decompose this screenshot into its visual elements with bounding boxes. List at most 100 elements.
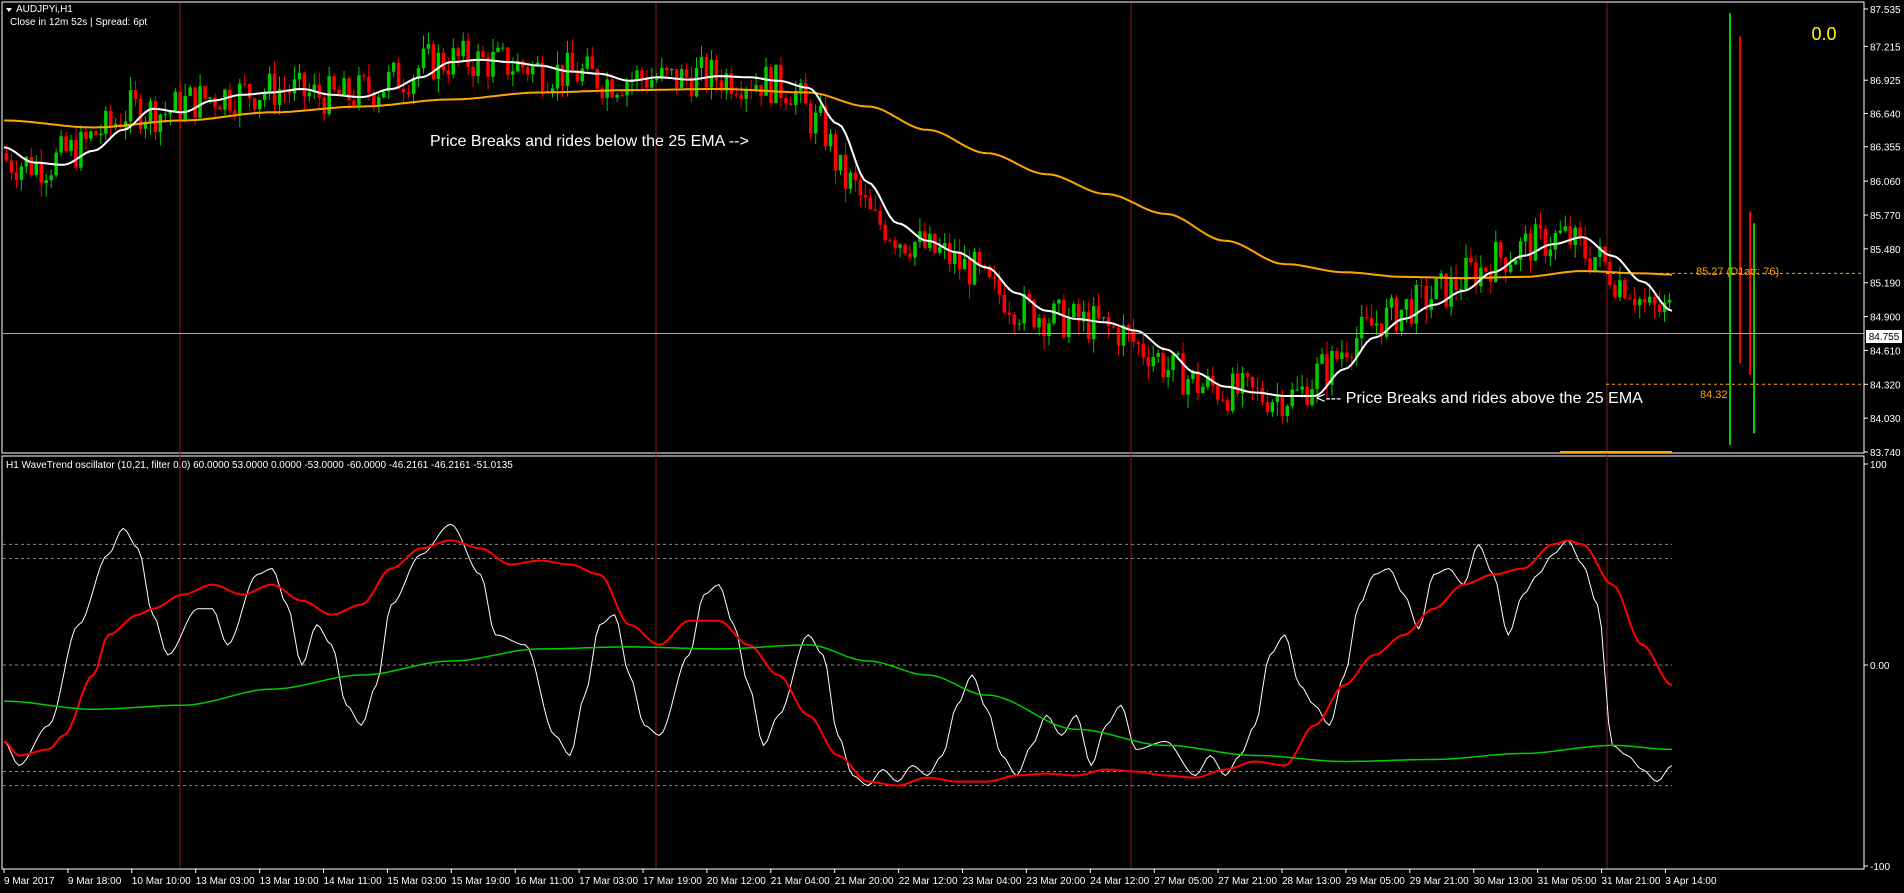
osc-tick-label: 0.00 [1870, 661, 1890, 672]
candle-body [1434, 278, 1438, 300]
candle-body [496, 47, 500, 52]
candle-body [1633, 298, 1637, 306]
price-tick-label: 84.900 [1870, 313, 1901, 324]
candle-body [1449, 276, 1453, 307]
price-tick-label: 86.060 [1870, 177, 1901, 188]
candle-body [1230, 373, 1235, 411]
candle-body [1379, 323, 1384, 337]
price-panel-frame [1, 1, 1865, 454]
candle-body [203, 86, 207, 99]
day-separators [179, 3, 1608, 868]
wavetrend-lines [3, 523, 1673, 787]
candle-body [1409, 299, 1414, 324]
time-tick-label: 9 Mar 18:00 [68, 876, 122, 887]
candle-body [823, 106, 828, 147]
candle-body [1151, 356, 1155, 367]
candle-body [436, 52, 441, 79]
candle-body [565, 52, 570, 86]
candle-body [1042, 317, 1046, 337]
candle-body [1588, 258, 1592, 271]
oscillator-header: H1 WaveTrend oscillator (10,21, filter 0… [6, 460, 513, 471]
candle-body [193, 87, 197, 118]
time-tick-label: 21 Mar 20:00 [835, 876, 894, 887]
candle-body [1201, 386, 1205, 394]
candle-body [575, 70, 580, 82]
price-tick-label: 85.770 [1870, 211, 1901, 222]
candle-body [287, 90, 292, 94]
candle-body [1121, 324, 1126, 346]
candle-body [1553, 233, 1558, 250]
candle-body [108, 110, 113, 127]
time-tick-label: 23 Mar 04:00 [963, 876, 1022, 887]
oscillator-panel-frame [1, 455, 1865, 870]
candle-body [550, 88, 555, 92]
candle-body [476, 51, 480, 77]
candle-body [34, 162, 39, 175]
collapse-icon[interactable] [6, 8, 12, 12]
candle-body [99, 133, 103, 136]
candle-body [1374, 323, 1379, 326]
candle-body [1225, 400, 1230, 411]
candle-body [471, 66, 475, 77]
candle-body [600, 88, 604, 98]
candle-body [511, 71, 515, 75]
time-tick-label: 21 Mar 04:00 [771, 876, 830, 887]
time-tick-label: 24 Mar 12:00 [1090, 876, 1149, 887]
candle-body [1067, 317, 1071, 338]
oscillator-wt2-line [3, 539, 1673, 787]
candle-body [29, 156, 34, 175]
candle-body [719, 80, 724, 91]
candle-body [1558, 230, 1563, 234]
candle-body [4, 153, 9, 161]
candle-body [1181, 353, 1185, 395]
candle-body [1543, 228, 1548, 257]
candle-body [1161, 353, 1165, 378]
candle-body [84, 131, 88, 139]
candle-body [516, 60, 520, 72]
candle-body [1628, 298, 1632, 300]
candle-body [1389, 297, 1394, 308]
candle-body [794, 90, 798, 106]
candle-body [421, 48, 426, 69]
candle-body [729, 73, 734, 95]
candle-body [962, 258, 967, 270]
time-tick-label: 14 Mar 11:00 [324, 876, 383, 887]
candle-body [1494, 241, 1498, 282]
candle-body [1369, 318, 1374, 326]
candle-body [967, 258, 972, 285]
candle-body [277, 89, 282, 106]
candle-body [386, 71, 391, 92]
candle-body [1047, 323, 1051, 337]
annotation-break-below: Price Breaks and rides below the 25 EMA … [430, 133, 749, 150]
candle-body [69, 139, 73, 152]
candle-body [525, 67, 530, 75]
candle-body [739, 94, 743, 99]
candle-body [223, 89, 227, 110]
candle-body [615, 94, 619, 98]
candle-body [163, 113, 168, 115]
candle-body [1037, 317, 1041, 328]
candle-body [813, 112, 818, 134]
candle-body [580, 68, 585, 82]
candle-body [1096, 306, 1101, 319]
time-tick-label: 16 Mar 11:00 [515, 876, 574, 887]
candle-body [1077, 303, 1081, 322]
candle-body [1578, 227, 1582, 239]
candle-body [382, 91, 386, 98]
candle-body [1469, 258, 1473, 263]
candle-body [367, 76, 371, 93]
candle-body [456, 48, 460, 57]
candle-body [1350, 357, 1354, 359]
candle-body [620, 94, 624, 96]
candle-body [908, 253, 912, 258]
candle-body [252, 98, 257, 110]
candle-body [1533, 224, 1538, 261]
candle-body [401, 88, 406, 93]
candle-body [863, 195, 868, 198]
candle-body [1240, 373, 1245, 394]
oscillator-trend-line [4, 644, 1672, 763]
candle-body [1206, 375, 1210, 387]
candle-body [228, 89, 232, 111]
candle-body [530, 64, 535, 75]
